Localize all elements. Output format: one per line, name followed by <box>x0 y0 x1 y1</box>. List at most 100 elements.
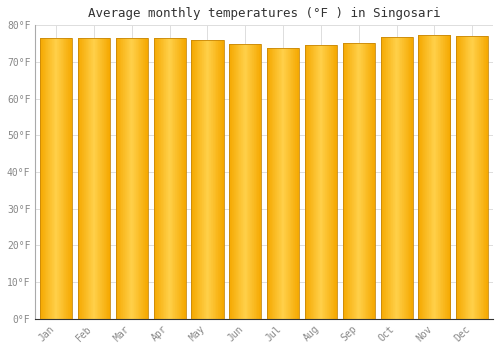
Bar <box>441 35 442 318</box>
Bar <box>146 38 147 318</box>
Bar <box>205 40 206 318</box>
Bar <box>294 48 296 319</box>
Bar <box>307 46 308 318</box>
Bar <box>88 38 89 318</box>
Bar <box>239 44 240 318</box>
Bar <box>105 38 106 318</box>
Bar <box>397 37 398 319</box>
Bar <box>283 48 284 319</box>
Bar <box>162 38 163 318</box>
Bar <box>172 38 173 318</box>
Bar <box>78 38 110 318</box>
Bar <box>79 38 80 318</box>
Bar <box>433 35 434 318</box>
Bar <box>212 40 214 318</box>
Bar <box>324 46 325 318</box>
Bar <box>53 38 54 318</box>
Bar <box>326 46 327 318</box>
Bar <box>430 35 431 318</box>
Bar <box>246 44 247 318</box>
Bar <box>312 46 313 318</box>
Bar <box>288 48 289 319</box>
Bar <box>330 46 332 318</box>
Bar <box>362 43 364 318</box>
Bar <box>249 44 250 318</box>
Bar <box>192 40 224 318</box>
Bar <box>323 46 324 318</box>
Bar <box>347 43 348 318</box>
Bar <box>346 43 347 318</box>
Bar <box>314 46 315 318</box>
Bar <box>282 48 283 319</box>
Bar <box>342 43 344 318</box>
Bar <box>197 40 198 318</box>
Bar <box>95 38 96 318</box>
Bar <box>62 38 63 318</box>
Bar <box>389 37 390 319</box>
Bar <box>99 38 100 318</box>
Bar <box>409 37 410 319</box>
Bar <box>52 38 53 318</box>
Bar <box>278 48 280 319</box>
Bar <box>241 44 242 318</box>
Bar <box>444 35 446 318</box>
Bar <box>124 38 126 318</box>
Bar <box>258 44 259 318</box>
Bar <box>144 38 146 318</box>
Bar <box>135 38 136 318</box>
Bar <box>43 38 44 318</box>
Bar <box>40 38 42 318</box>
Bar <box>285 48 286 319</box>
Bar <box>67 38 68 318</box>
Bar <box>54 38 55 318</box>
Bar <box>158 38 160 318</box>
Bar <box>42 38 43 318</box>
Bar <box>352 43 353 318</box>
Bar <box>372 43 373 318</box>
Bar <box>223 40 224 318</box>
Bar <box>122 38 123 318</box>
Bar <box>126 38 128 318</box>
Bar <box>194 40 196 318</box>
Bar <box>471 36 472 318</box>
Bar <box>200 40 201 318</box>
Bar <box>483 36 484 318</box>
Bar <box>100 38 101 318</box>
Bar <box>456 36 457 318</box>
Bar <box>229 44 230 318</box>
Bar <box>387 37 388 319</box>
Bar <box>384 37 385 319</box>
Bar <box>156 38 158 318</box>
Bar <box>480 36 482 318</box>
Bar <box>46 38 47 318</box>
Bar <box>108 38 110 318</box>
Bar <box>348 43 349 318</box>
Bar <box>319 46 320 318</box>
Bar <box>487 36 488 318</box>
Bar <box>443 35 444 318</box>
Bar <box>180 38 181 318</box>
Bar <box>400 37 401 319</box>
Bar <box>66 38 67 318</box>
Bar <box>460 36 462 318</box>
Bar <box>160 38 162 318</box>
Bar <box>202 40 203 318</box>
Bar <box>57 38 58 318</box>
Bar <box>428 35 430 318</box>
Bar <box>366 43 367 318</box>
Bar <box>290 48 291 319</box>
Bar <box>133 38 134 318</box>
Bar <box>437 35 438 318</box>
Bar <box>81 38 82 318</box>
Bar <box>118 38 119 318</box>
Bar <box>248 44 249 318</box>
Bar <box>468 36 469 318</box>
Bar <box>280 48 281 319</box>
Bar <box>161 38 162 318</box>
Bar <box>396 37 398 319</box>
Bar <box>316 46 317 318</box>
Bar <box>92 38 94 318</box>
Bar <box>380 37 381 319</box>
Bar <box>276 48 278 319</box>
Bar <box>292 48 294 319</box>
